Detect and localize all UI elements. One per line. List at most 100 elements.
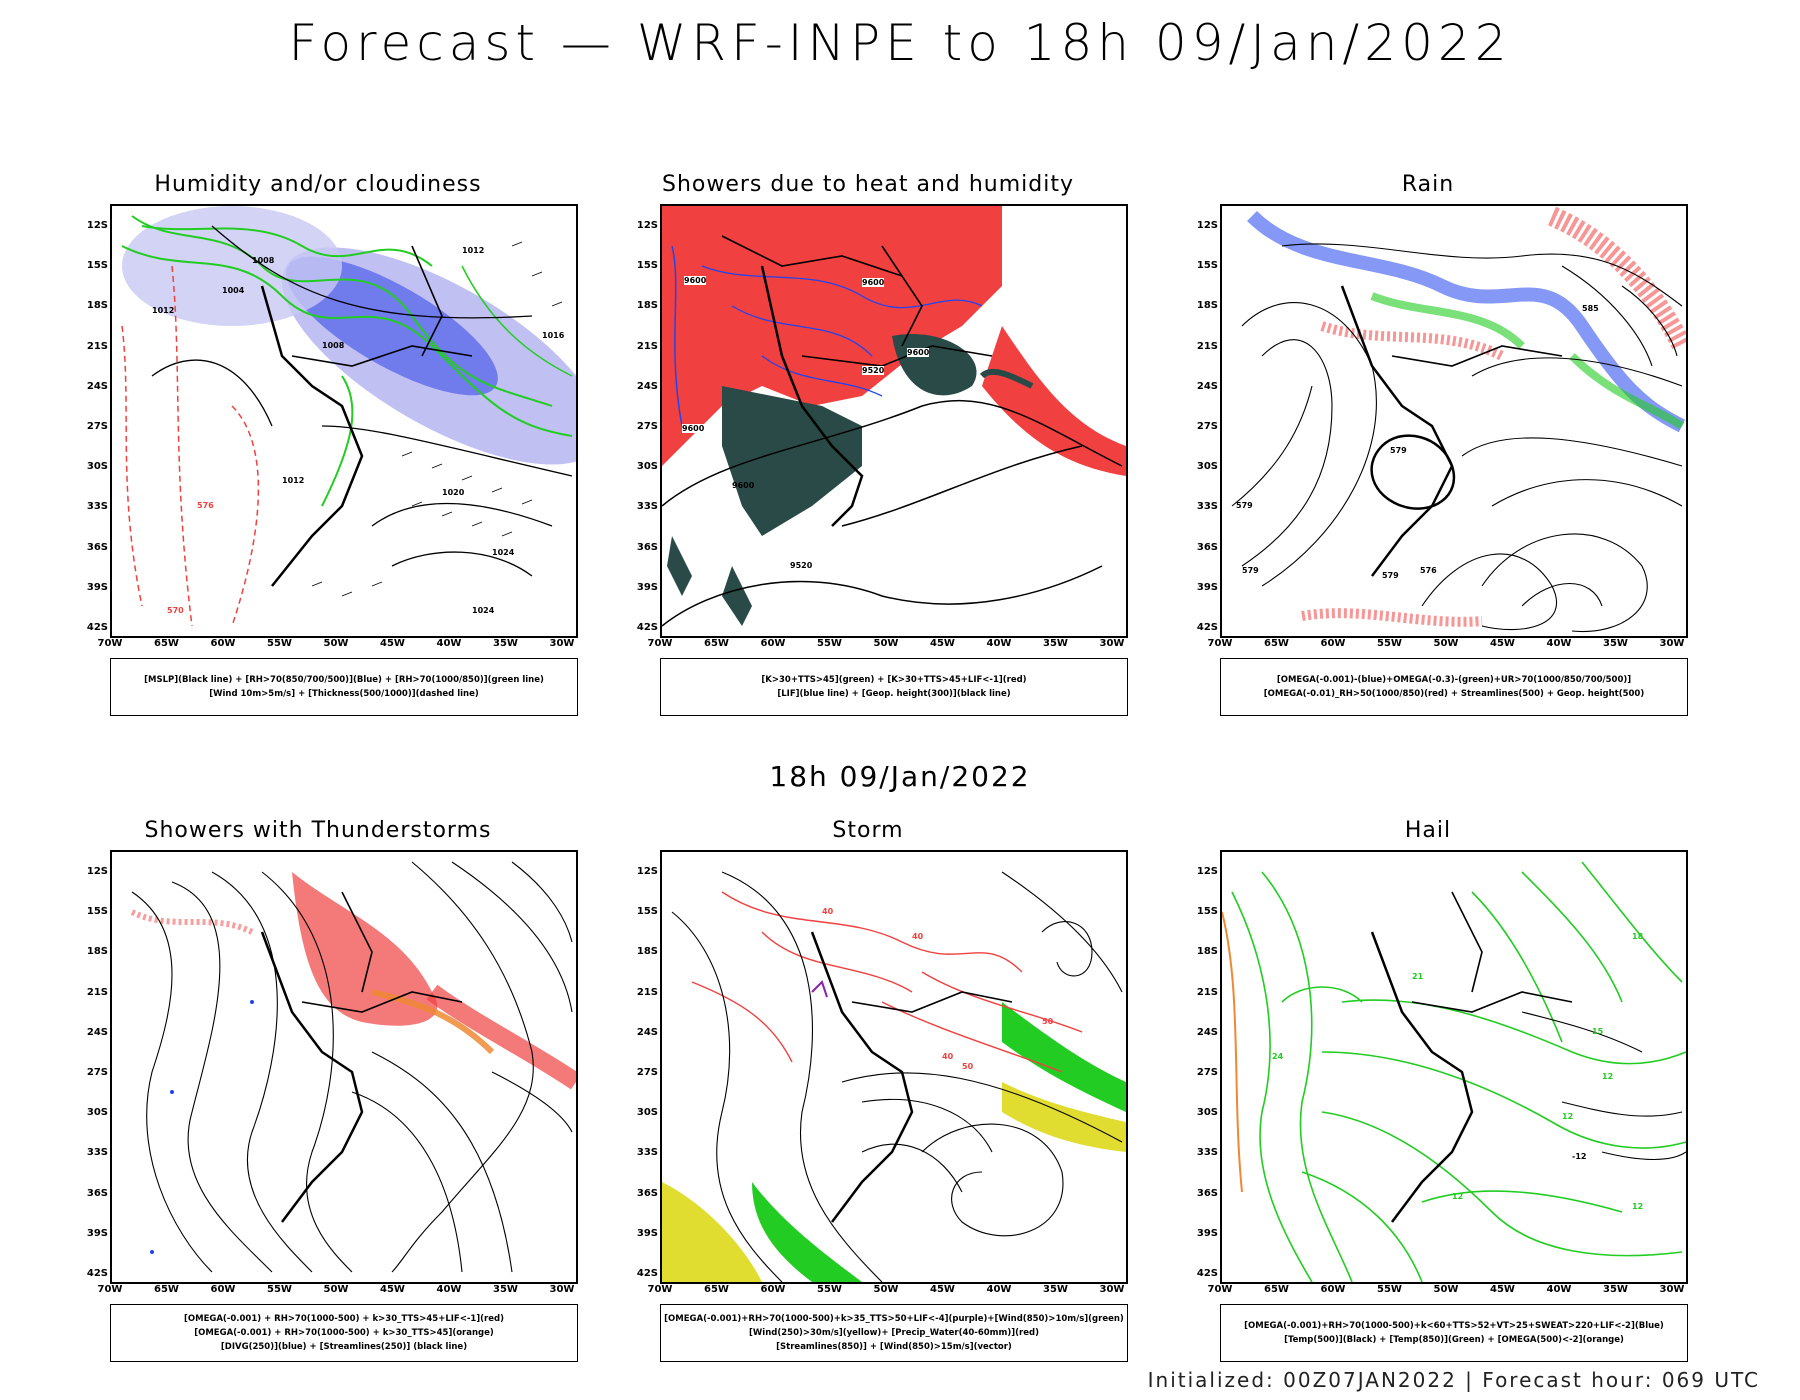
page-title: Forecast — WRF-INPE to 18h 09/Jan/2022 [288,14,1512,72]
contour-label: 15 [1592,1027,1604,1036]
lat-label: 33S [636,1147,658,1159]
panel-title: Humidity and/or cloudiness [154,172,482,197]
lon-label: 30W [1659,1284,1685,1295]
lon-label: 50W [1433,638,1459,649]
lon-label: 30W [1099,1284,1125,1295]
lon-label: 45W [1490,638,1515,649]
lon-label: 30W [1659,638,1685,649]
lon-label: 50W [323,638,349,649]
lat-label: 33S [636,501,658,513]
map-humidity: 1008 1012 1004 1012 1016 1020 1024 1024 … [110,204,578,638]
legend-line: [OMEGA(-0.001)-(blue)+OMEGA(-0.3)-(green… [1276,675,1632,685]
contour-label: 12 [1452,1192,1464,1201]
lon-label: 55W [1377,1284,1402,1295]
lat-label: 18S [86,300,108,312]
lat-label: 12S [1196,220,1218,231]
panel-legend: [K>30+TTS>45](green) + [K>30+TTS>45+LIF<… [660,658,1128,716]
lon-label: 40W [1546,1284,1572,1295]
lat-label: 21S [86,986,108,998]
lon-label: 50W [1433,1284,1459,1295]
lat-label: 21S [1196,340,1218,352]
contour-label: 9520 [862,366,885,375]
contour-label: 50 [1042,1017,1054,1026]
contour-label: 576 [1420,566,1437,575]
legend-line: [Wind(250)>30m/s](yellow)+ [Precip_Water… [749,1328,1039,1338]
lat-label: 42S [636,1268,658,1279]
lon-label: 65W [704,1284,729,1295]
lat-label: 18S [1196,946,1218,958]
panel-title: Rain [1401,172,1455,197]
lon-label: 45W [380,638,405,649]
contour-label: 1008 [322,341,345,350]
lat-label: 21S [636,986,658,998]
lon-label: 35W [1043,638,1068,649]
lat-label: 18S [86,946,108,958]
lat-label: 30S [86,1107,108,1119]
lon-label: 45W [930,1284,955,1295]
lat-label: 30S [1196,1107,1218,1119]
lat-label: 12S [1196,866,1218,877]
panel-legend: [OMEGA(-0.001)+RH>70(1000-500)+k<60+TTS>… [1220,1304,1688,1362]
lon-label: 70W [1207,1284,1233,1295]
lat-label: 24S [1196,380,1218,392]
lat-label: 30S [636,1107,658,1119]
lon-label: 65W [154,1284,179,1295]
panel-title: Hail [1404,818,1452,843]
contour-label: 21 [1412,972,1424,981]
contour-label: 1024 [492,548,515,557]
contour-label: 1012 [282,476,305,485]
contour-label: 24 [1272,1052,1284,1061]
contour-label: 579 [1382,571,1399,580]
lon-label: 35W [1043,1284,1068,1295]
contour-label: 1012 [152,306,175,315]
lon-label: 60W [760,1284,786,1295]
lon-label: 30W [1099,638,1125,649]
contour-label: 1012 [462,246,485,255]
lon-label: 35W [493,638,518,649]
lat-label: 36S [636,541,658,553]
contour-label: 9600 [732,481,755,490]
contour-label: 579 [1236,501,1253,510]
lat-label: 12S [86,220,108,231]
lat-label: 33S [86,1147,108,1159]
lat-label: 27S [1196,421,1218,432]
lat-label: 27S [636,421,658,432]
lat-label: 15S [1196,906,1218,918]
lon-label: 50W [873,638,899,649]
panel-humidity: Humidity and/or cloudiness [58,172,578,732]
lon-label: 60W [760,638,786,649]
legend-line: [Wind 10m>5m/s] + [Thickness(500/1000)](… [209,689,479,699]
lon-label: 40W [436,638,462,649]
lat-label: 39S [1196,581,1218,593]
lat-label: 18S [1196,300,1218,312]
lat-label: 36S [1196,541,1218,553]
contour-label: 40 [942,1052,954,1061]
contour-label: 585 [1582,304,1599,313]
lon-label: 60W [210,638,236,649]
lon-label: 65W [704,638,729,649]
contour-label: 12 [1602,1072,1614,1081]
contour-label: -12 [1572,1152,1587,1161]
panel-showers-heat: Showers due to heat and humidity 9600 96… [608,172,1128,732]
lon-label: 35W [493,1284,518,1295]
legend-line: [DIVG(250)](blue) + [Streamlines(250)] (… [220,1342,468,1352]
lat-label: 18S [636,300,658,312]
map-rain: 579 579 579 576 585 579 [1220,204,1688,638]
contour-label: 579 [1390,446,1407,455]
lon-label: 45W [380,1284,405,1295]
panel-legend: [MSLP](Black line) + [RH>70(850/700/500)… [110,658,578,716]
map-hail: 12 12 12 24 21 -12 15 18 12 [1220,850,1688,1284]
contour-label: 12 [1632,1202,1644,1211]
contour-label: 40 [912,932,924,941]
lat-label: 42S [636,622,658,633]
lat-label: 42S [1196,622,1218,633]
contour-label: 570 [167,606,184,615]
lon-label: 35W [1603,1284,1628,1295]
lon-label: 40W [986,638,1012,649]
lat-label: 15S [636,260,658,272]
lat-label: 33S [86,501,108,513]
contour-label: 9600 [862,278,885,287]
panel-storm: Storm [608,818,1128,1378]
lon-label: 40W [436,1284,462,1295]
lat-label: 18S [636,946,658,958]
